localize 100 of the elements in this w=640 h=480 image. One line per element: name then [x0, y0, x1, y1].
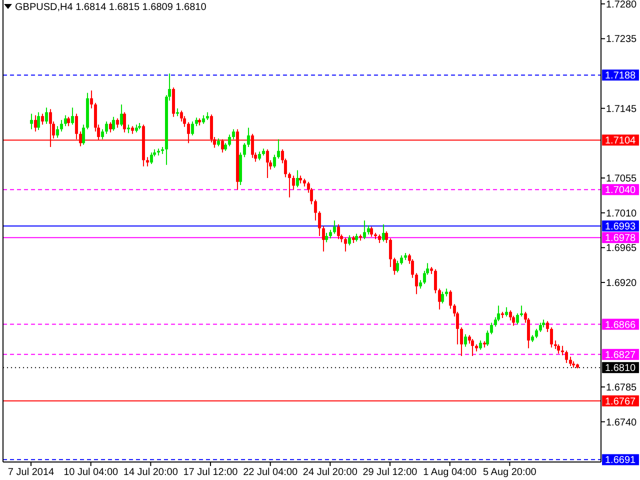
- candlestick: [56, 126, 59, 138]
- ref-line-label: 1.7040: [605, 185, 636, 196]
- chart-title: GBPUSD,H4 1.6814 1.6815 1.6809 1.6810: [15, 2, 207, 13]
- candlestick: [385, 230, 388, 244]
- candlestick: [266, 148, 269, 178]
- candlestick: [64, 114, 67, 127]
- candlestick: [441, 291, 444, 304]
- y-tick-label: 1.6965: [606, 243, 638, 254]
- candlestick: [539, 322, 542, 332]
- candlestick: [277, 138, 280, 160]
- candlestick: [438, 288, 441, 310]
- candlestick: [45, 107, 48, 124]
- candlestick: [565, 350, 568, 364]
- candlestick: [557, 344, 560, 354]
- x-tick-label: 5 Aug 20:00: [482, 467, 537, 478]
- y-tick-label: 1.7055: [606, 173, 638, 184]
- candlestick: [460, 326, 463, 356]
- y-tick-label: 1.6740: [606, 417, 638, 428]
- candlestick: [322, 225, 325, 252]
- candlestick: [296, 170, 299, 188]
- ref-line-label: 1.6866: [605, 320, 636, 331]
- candlestick: [101, 128, 104, 140]
- candlestick: [150, 152, 153, 165]
- candlestick: [116, 118, 119, 128]
- candlestick: [247, 127, 250, 148]
- candlestick: [486, 330, 489, 346]
- candlestick: [105, 120, 108, 134]
- candlestick: [30, 113, 33, 130]
- candlestick: [367, 224, 370, 235]
- y-tick-label: 1.7235: [606, 34, 638, 46]
- candlestick: [569, 356, 572, 367]
- candlestick: [449, 290, 452, 310]
- candlestick: [82, 124, 85, 146]
- candlestick: [464, 334, 467, 348]
- ref-line-label: 1.7188: [605, 70, 636, 82]
- candlestick: [146, 156, 149, 167]
- ref-line-label: 1.6993: [605, 221, 636, 232]
- candlestick: [505, 306, 508, 318]
- candlestick: [333, 220, 336, 234]
- y-tick-label: 1.6785: [606, 382, 638, 394]
- x-tick-label: 1 Aug 04:00: [423, 467, 477, 478]
- candlestick: [243, 142, 246, 158]
- y-tick-label: 1.7010: [606, 208, 638, 220]
- candlestick: [34, 114, 37, 132]
- candlestick: [292, 175, 295, 190]
- candlestick: [232, 128, 235, 140]
- candlestick: [370, 226, 373, 238]
- x-tick-label: 17 Jul 12:00: [183, 467, 238, 478]
- y-tick-label: 1.7145: [606, 104, 638, 115]
- ref-line-label: 1.6767: [605, 396, 636, 408]
- candlestick: [546, 320, 549, 332]
- candlestick: [288, 172, 291, 198]
- candlestick: [191, 120, 194, 136]
- candlestick: [314, 199, 317, 222]
- candlestick: [325, 232, 328, 243]
- candlestick: [318, 210, 321, 237]
- ref-line-label: 1.6691: [605, 455, 636, 466]
- candlestick: [434, 268, 437, 294]
- candlestick: [273, 154, 276, 168]
- candlestick: [363, 220, 366, 240]
- candlestick: [112, 116, 115, 132]
- x-tick-label: 24 Jul 20:00: [302, 467, 358, 478]
- candlestick: [396, 260, 399, 273]
- candlestick: [389, 238, 392, 268]
- candlestick: [550, 326, 553, 348]
- candlestick: [520, 305, 523, 318]
- y-tick-label: 1.6920: [606, 278, 638, 289]
- ref-line-label: 1.6827: [605, 350, 636, 361]
- ref-line-label: 1.6978: [605, 233, 636, 244]
- ref-line-label: 1.7104: [605, 136, 636, 147]
- candlestick: [120, 104, 123, 127]
- x-tick-label: 29 Jul 12:00: [362, 467, 418, 478]
- candlestick: [67, 116, 70, 127]
- x-tick-label: 22 Jul 04:00: [243, 467, 298, 478]
- candlestick: [471, 338, 474, 356]
- candlestick: [516, 312, 519, 325]
- y-tick-label: 1.7280: [606, 0, 638, 10]
- candlestick: [228, 134, 231, 147]
- candlestick: [90, 90, 93, 109]
- candlestick: [37, 112, 40, 131]
- candlestick: [71, 107, 74, 126]
- x-tick-label: 7 Jul 2014: [8, 467, 55, 478]
- candlestick: [337, 224, 340, 240]
- candlestick: [348, 234, 351, 246]
- ref-line-label: 1.6810: [605, 363, 636, 374]
- candlestick: [382, 224, 385, 242]
- candlestick: [490, 322, 493, 335]
- candlestick: [123, 112, 126, 133]
- candlestick: [415, 272, 418, 295]
- candlestick: [561, 345, 564, 356]
- candlestick: [535, 328, 538, 339]
- candlestick: [344, 237, 347, 252]
- candlestick: [393, 257, 396, 276]
- candlestick: [60, 119, 63, 132]
- x-tick-label: 10 Jul 04:00: [64, 467, 119, 478]
- candlestick: [400, 254, 403, 266]
- x-tick-label: 14 Jul 20:00: [123, 467, 178, 478]
- candlestick: [109, 122, 112, 133]
- candlestick: [479, 340, 482, 350]
- candlestick: [41, 113, 44, 126]
